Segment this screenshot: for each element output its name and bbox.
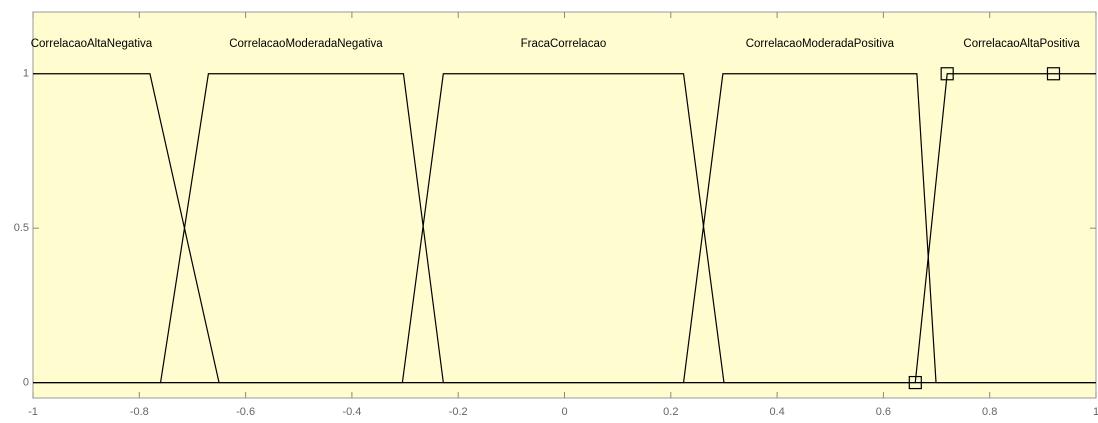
control-point (908, 375, 922, 390)
control-point (940, 67, 954, 81)
x-tick-label: -0.2 (449, 406, 468, 418)
plot-area (32, 11, 1097, 399)
mf-label: CorrelacaoModeradaNegativa (229, 38, 383, 50)
x-tick-label: 1 (1093, 406, 1098, 418)
x-tick-label: 0.6 (876, 406, 891, 418)
mf-label: CorrelacaoModeradaPositiva (746, 38, 895, 50)
x-tick-label: 0.2 (663, 406, 678, 418)
x-tick-label: 0 (561, 406, 567, 418)
x-tick-label: -0.6 (236, 406, 255, 418)
membership-line (33, 73, 1096, 384)
y-tick-label: 0 (23, 376, 29, 388)
mf-label: CorrelacaoAltaNegativa (31, 38, 153, 50)
x-tick-label: 0.4 (769, 406, 784, 418)
y-tick-label: 1 (23, 68, 29, 80)
mf-label: FracaCorrelacao (521, 38, 607, 50)
y-tick-label: 0.5 (14, 222, 29, 234)
x-tick-label: -1 (28, 406, 38, 418)
x-tick-label: -0.4 (342, 406, 361, 418)
x-tick-label: -0.8 (130, 406, 149, 418)
control-point (1046, 67, 1061, 81)
x-tick-label: 0.8 (982, 406, 997, 418)
mf-label: CorrelacaoAltaPositiva (963, 38, 1080, 50)
